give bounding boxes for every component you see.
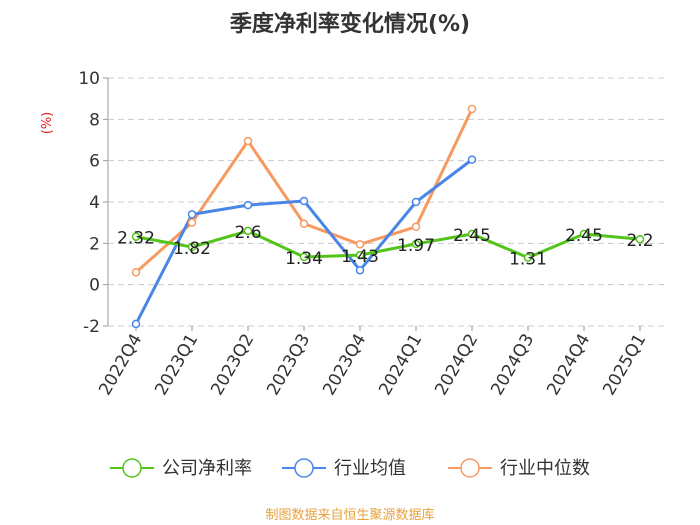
series-lines bbox=[134, 108, 641, 325]
data-label: 2.45 bbox=[565, 226, 603, 246]
data-point bbox=[355, 265, 365, 275]
x-tick-label: 2024Q1 bbox=[375, 331, 426, 399]
y-tick-label: -2 bbox=[83, 317, 100, 337]
line-chart: -2 0 2 4 6 8 10 2022Q4 2023Q1 2023Q2 2023Q3 2023Q4… bbox=[78, 69, 668, 479]
data-label: 2.45 bbox=[453, 226, 491, 246]
x-tick-labels: 2022Q4 2023Q1 2023Q2 2023Q3 2023Q4 2024Q1 2024… bbox=[95, 331, 650, 399]
data-point bbox=[187, 210, 197, 219]
x-tick-label: 2022Q4 bbox=[95, 331, 146, 399]
data-label: 1.34 bbox=[285, 249, 323, 269]
chart-title: 季度净利率变化情况(%) bbox=[229, 12, 471, 37]
data-point bbox=[355, 250, 365, 260]
y-tick-label: 8 bbox=[89, 110, 100, 130]
legend-label: 行业均值 bbox=[334, 458, 406, 479]
data-point bbox=[467, 229, 477, 239]
data-label: 1.97 bbox=[397, 236, 435, 256]
data-point bbox=[299, 219, 309, 228]
data-point bbox=[635, 234, 645, 244]
legend-item: 行业中位数 bbox=[448, 458, 590, 479]
data-point bbox=[131, 268, 141, 277]
data-label: 2.6 bbox=[234, 223, 261, 243]
x-tick-label: 2024Q3 bbox=[487, 331, 538, 399]
data-point bbox=[187, 218, 197, 227]
data-label: 2.2 bbox=[626, 231, 653, 251]
legend-swatch-marker bbox=[460, 458, 480, 478]
data-point bbox=[411, 239, 421, 249]
data-point bbox=[467, 155, 477, 164]
y-tick-label: 2 bbox=[89, 234, 100, 254]
data-point bbox=[467, 104, 477, 114]
data-label: 1.82 bbox=[173, 239, 211, 259]
x-tick-label: 2024Q2 bbox=[431, 331, 482, 399]
legend-item: 行业均值 bbox=[282, 458, 406, 479]
x-tick-label: 2023Q2 bbox=[207, 331, 258, 399]
legend-swatch-marker bbox=[294, 458, 314, 478]
source-note: 制图数据来自恒生聚源数据库 bbox=[265, 508, 435, 523]
data-point bbox=[355, 240, 365, 249]
series-line bbox=[135, 229, 641, 260]
data-point bbox=[299, 196, 309, 206]
legend-swatch-marker bbox=[122, 458, 142, 478]
data-label: 1.43 bbox=[341, 247, 379, 267]
y-tick-label: 0 bbox=[89, 276, 100, 296]
data-point bbox=[243, 136, 253, 146]
data-labels: 2.32 1.82 2.6 1.34 1.43 1.97 2.45 1.31 2.45 2.2 bbox=[117, 223, 653, 270]
data-point bbox=[131, 232, 141, 241]
y-tick-labels: -2 0 2 4 6 8 10 bbox=[78, 69, 100, 337]
legend-item: 公司净利率 bbox=[110, 458, 252, 479]
data-point bbox=[523, 253, 533, 262]
legend: 公司净利率 行业均值 行业中位数 bbox=[110, 458, 590, 479]
y-tick-label: 10 bbox=[78, 69, 100, 89]
data-point bbox=[131, 319, 141, 329]
x-tick-label: 2024Q4 bbox=[543, 331, 594, 399]
data-point bbox=[411, 222, 421, 232]
x-tick-label: 2025Q1 bbox=[599, 331, 650, 399]
data-label: 2.32 bbox=[117, 229, 155, 249]
y-tick-label: 4 bbox=[89, 193, 100, 213]
legend-label: 公司净利率 bbox=[162, 458, 252, 479]
data-point bbox=[243, 200, 253, 210]
data-point bbox=[187, 242, 197, 252]
x-tick-label: 2023Q1 bbox=[151, 331, 202, 399]
series-points bbox=[131, 104, 645, 329]
data-point bbox=[299, 252, 309, 262]
x-tick-label: 2023Q4 bbox=[319, 331, 370, 399]
x-tick-label: 2023Q3 bbox=[263, 331, 314, 399]
data-point bbox=[411, 197, 421, 207]
y-tick-label: 6 bbox=[89, 152, 100, 172]
data-point bbox=[579, 229, 589, 239]
data-point bbox=[243, 226, 253, 236]
legend-label: 行业中位数 bbox=[500, 458, 590, 479]
grid-lines bbox=[103, 77, 668, 331]
data-label: 1.31 bbox=[509, 250, 547, 270]
